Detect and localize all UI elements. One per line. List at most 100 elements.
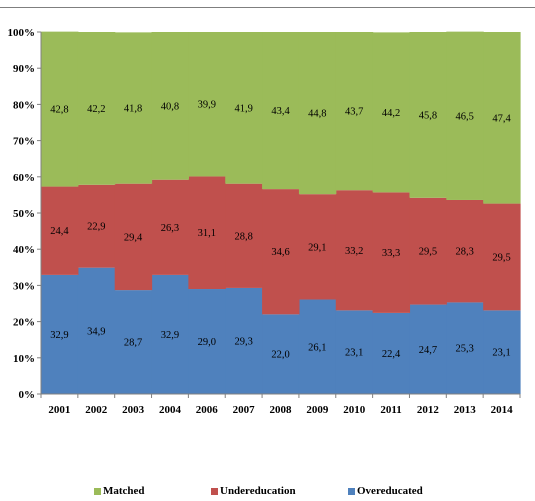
data-label-undereducation-2006: 31,1 — [198, 228, 216, 239]
bar-segment-undereducation-2002 — [77, 184, 116, 268]
data-label-overeducated-2011: 22,4 — [382, 349, 401, 360]
legend-label-overeducated: Overeducated — [357, 485, 423, 497]
data-label-undereducation-2014: 29,5 — [492, 252, 510, 263]
y-tick-label-0: 0% — [19, 389, 36, 401]
bar-segment-matched-2001 — [41, 31, 79, 187]
bar-segment-undereducation-2009 — [298, 194, 337, 300]
x-tick-label-2011: 2011 — [380, 404, 401, 416]
legend-label-matched: Matched — [103, 485, 145, 497]
data-label-overeducated-2006: 29,0 — [198, 337, 216, 348]
y-tick-label-5: 50% — [13, 208, 35, 220]
bar-segment-undereducation-2008 — [262, 189, 300, 315]
data-label-undereducation-2012: 29,5 — [419, 247, 437, 258]
legend-swatch-overeducated — [348, 487, 355, 495]
y-tick-label-2: 20% — [13, 317, 35, 329]
legend-label-undereducation: Undereducation — [220, 485, 296, 497]
data-label-undereducation-2004: 26,3 — [161, 223, 179, 234]
x-tick-label-2007: 2007 — [233, 404, 256, 416]
bar-segment-overeducated-2010 — [335, 310, 374, 394]
bar-segment-undereducation-2012 — [409, 197, 447, 305]
bar-segment-overeducated-2002 — [77, 267, 116, 394]
bar-segment-matched-2010 — [335, 32, 374, 191]
data-label-undereducation-2013: 28,3 — [456, 247, 474, 258]
data-label-overeducated-2001: 32,9 — [50, 330, 68, 341]
bar-segment-undereducation-2006 — [188, 176, 226, 290]
bar-segment-matched-2009 — [298, 32, 337, 195]
data-label-overeducated-2004: 32,9 — [161, 330, 179, 341]
y-tick-label-8: 80% — [13, 99, 35, 111]
data-label-matched-2010: 43,7 — [345, 107, 363, 118]
bar-segment-matched-2008 — [262, 32, 300, 190]
data-label-matched-2009: 44,8 — [308, 109, 326, 120]
x-tick-label-2004: 2004 — [159, 404, 182, 416]
top-rule — [0, 7, 535, 8]
x-tick-label-2009: 2009 — [306, 404, 329, 416]
bar-segment-overeducated-2001 — [41, 274, 79, 394]
bar-segment-undereducation-2001 — [41, 186, 79, 275]
x-tick-label-2008: 2008 — [270, 404, 293, 416]
data-label-matched-2007: 41,9 — [234, 103, 252, 114]
data-label-matched-2001: 42,8 — [50, 105, 68, 116]
x-tick-label-2014: 2014 — [491, 404, 514, 416]
legend-item-matched: Matched — [94, 485, 145, 497]
x-tick-label-2013: 2013 — [454, 404, 477, 416]
data-label-undereducation-2008: 34,6 — [271, 247, 289, 258]
data-label-undereducation-2003: 29,4 — [124, 232, 143, 243]
data-label-matched-2008: 43,4 — [271, 106, 290, 117]
x-tick-label-2002: 2002 — [85, 404, 108, 416]
bar-segment-undereducation-2004 — [151, 179, 189, 275]
legend-swatch-undereducation — [211, 487, 218, 495]
bar-segment-matched-2004 — [151, 32, 189, 180]
bar-segment-matched-2014 — [483, 32, 521, 204]
bar-segment-overeducated-2008 — [262, 314, 300, 394]
legend-item-undereducation: Undereducation — [211, 485, 296, 497]
bar-segment-matched-2013 — [446, 31, 484, 200]
bar-segment-undereducation-2011 — [372, 192, 411, 313]
bar-segment-overeducated-2011 — [372, 312, 411, 394]
data-label-matched-2013: 46,5 — [456, 111, 474, 122]
data-label-undereducation-2010: 33,2 — [345, 246, 363, 257]
data-label-overeducated-2012: 24,7 — [419, 345, 437, 356]
bar-segment-undereducation-2007 — [225, 183, 263, 288]
bar-segment-overeducated-2003 — [114, 290, 153, 394]
data-label-overeducated-2007: 29,3 — [234, 336, 252, 347]
data-label-undereducation-2002: 22,9 — [87, 222, 105, 233]
bar-segment-matched-2011 — [372, 32, 411, 193]
x-tick-label-2003: 2003 — [122, 404, 145, 416]
bar-segment-matched-2006 — [188, 32, 226, 177]
bar-segment-undereducation-2013 — [446, 199, 484, 303]
data-label-undereducation-2009: 29,1 — [308, 242, 326, 253]
bar-segment-overeducated-2009 — [298, 299, 337, 394]
y-tick-label-1: 10% — [13, 353, 35, 365]
y-tick-label-3: 30% — [13, 280, 35, 292]
data-label-matched-2003: 41,8 — [124, 104, 142, 115]
data-label-matched-2002: 42,2 — [87, 104, 105, 115]
bar-segment-overeducated-2007 — [225, 287, 263, 394]
legend: Matched Undereducation Overeducated — [0, 485, 535, 499]
bar-segment-undereducation-2003 — [114, 183, 153, 291]
y-tick-label-4: 40% — [13, 244, 35, 256]
bar-segment-overeducated-2013 — [446, 302, 484, 394]
data-label-overeducated-2003: 28,7 — [124, 338, 142, 349]
data-label-overeducated-2010: 23,1 — [345, 348, 363, 359]
x-tick-label-2010: 2010 — [343, 404, 366, 416]
data-label-undereducation-2007: 28,8 — [234, 231, 252, 242]
bar-segment-matched-2002 — [77, 32, 116, 185]
x-tick-label-2006: 2006 — [196, 404, 219, 416]
y-tick-label-9: 90% — [13, 63, 35, 75]
bar-segment-matched-2012 — [409, 32, 447, 198]
bar-segment-matched-2007 — [225, 32, 263, 184]
data-label-overeducated-2013: 25,3 — [456, 344, 474, 355]
data-label-matched-2012: 45,8 — [419, 110, 437, 121]
legend-swatch-matched — [94, 487, 101, 495]
bar-segment-overeducated-2006 — [188, 289, 226, 394]
data-label-undereducation-2011: 33,3 — [382, 248, 400, 259]
data-label-matched-2004: 40,8 — [161, 101, 179, 112]
data-label-matched-2006: 39,9 — [198, 100, 216, 111]
bar-segment-overeducated-2014 — [483, 310, 521, 394]
data-label-matched-2014: 47,4 — [492, 113, 511, 124]
bar-segment-undereducation-2010 — [335, 190, 374, 311]
data-label-overeducated-2008: 22,0 — [271, 350, 289, 361]
y-tick-label-6: 60% — [13, 172, 35, 184]
